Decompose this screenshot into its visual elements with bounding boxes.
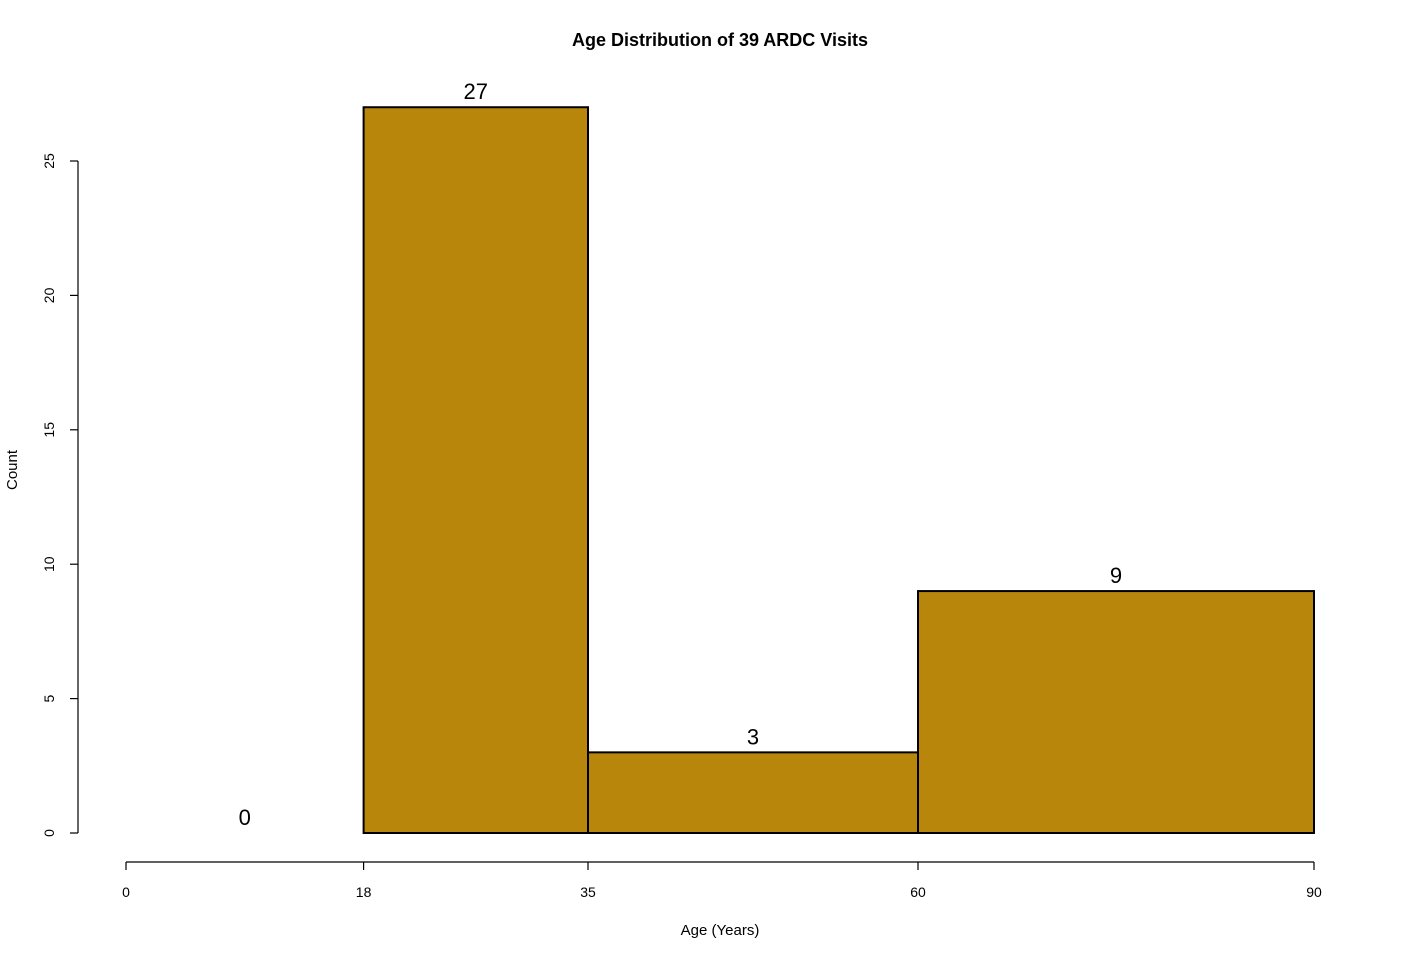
data-labels-group: 0 27 3 9 xyxy=(239,79,1122,830)
data-label-60-90: 9 xyxy=(1110,563,1122,588)
y-tick-label-0: 0 xyxy=(41,829,57,837)
y-tick-label-20: 20 xyxy=(41,287,57,303)
y-axis-label: Count xyxy=(4,449,21,490)
x-tick-label-90: 90 xyxy=(1306,884,1322,900)
x-axis-label: Age (Years) xyxy=(681,922,760,939)
x-tick-label-35: 35 xyxy=(580,884,596,900)
bar-60-90 xyxy=(917,590,1315,835)
y-tick-label-10: 10 xyxy=(41,556,57,572)
y-tick-label-25: 25 xyxy=(41,153,57,169)
x-tick-label-18: 18 xyxy=(356,884,372,900)
y-tick-label-15: 15 xyxy=(41,422,57,438)
bars-group xyxy=(362,106,1315,835)
data-label-0-18: 0 xyxy=(239,805,251,830)
chart-title: Age Distribution of 39 ARDC Visits xyxy=(572,30,868,50)
bar-35-60 xyxy=(587,751,919,834)
x-tick-label-60: 60 xyxy=(910,884,926,900)
data-label-18-35: 27 xyxy=(464,79,488,104)
bar-18-35 xyxy=(362,106,589,835)
y-tick-label-5: 5 xyxy=(41,694,57,702)
data-label-35-60: 3 xyxy=(747,724,759,749)
x-axis: 0 18 35 60 90 xyxy=(122,861,1322,900)
y-axis: 0 5 10 15 20 25 xyxy=(41,153,79,837)
x-tick-label-0: 0 xyxy=(122,884,130,900)
